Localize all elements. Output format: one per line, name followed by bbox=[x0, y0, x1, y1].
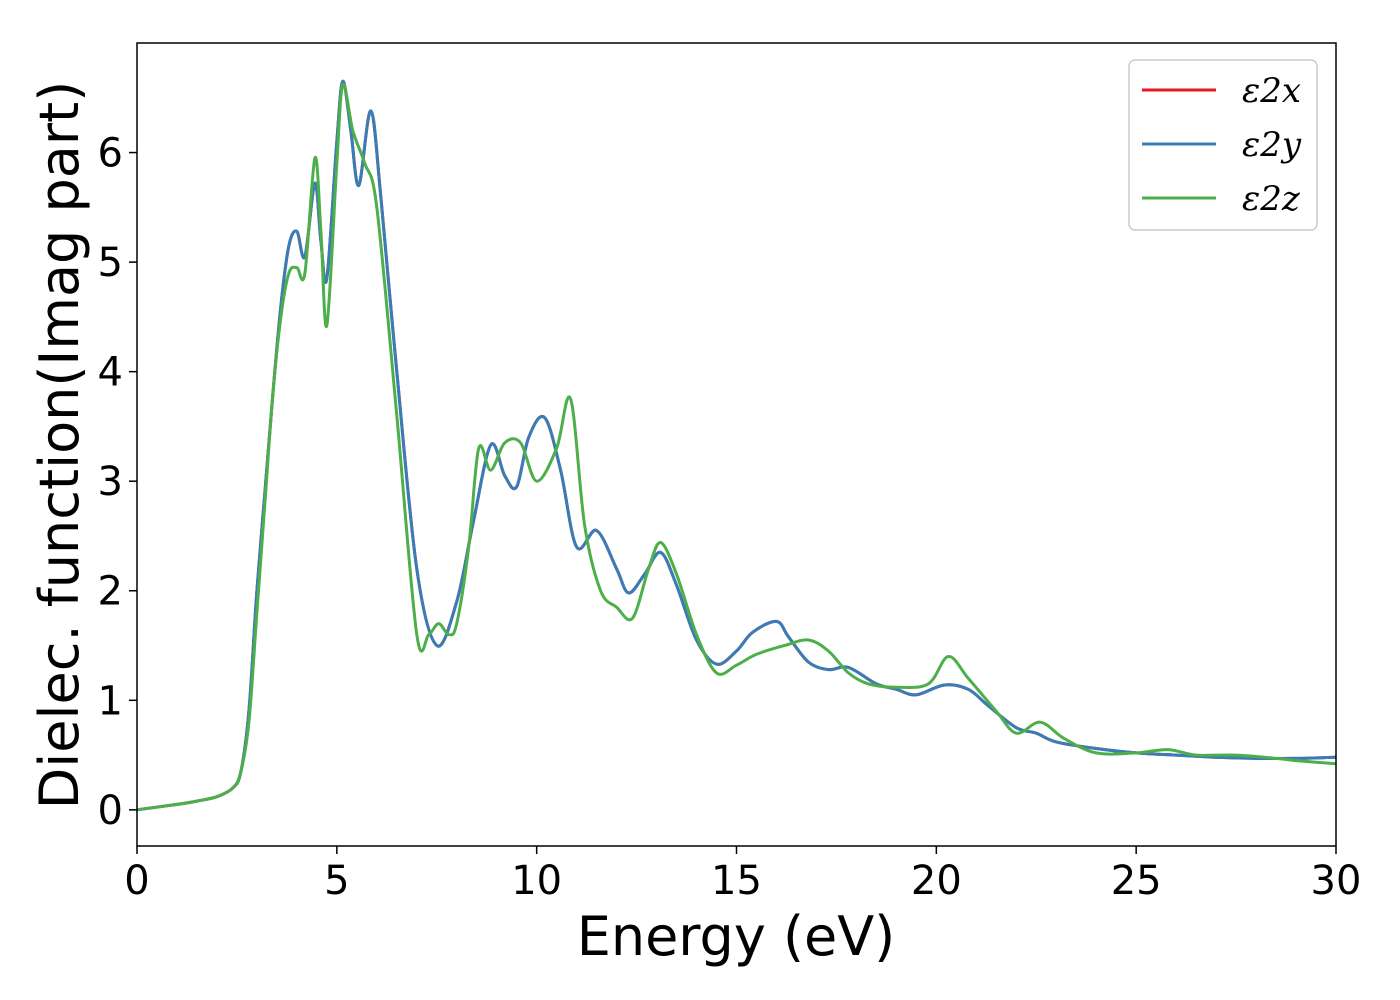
x-tick-label: 10 bbox=[511, 858, 562, 904]
x-tick-label: 5 bbox=[324, 858, 349, 904]
x-tick-label: 0 bbox=[124, 858, 149, 904]
legend-label-0: ε2x bbox=[1242, 71, 1301, 111]
x-tick-label: 25 bbox=[1111, 858, 1162, 904]
y-tick-label: 3 bbox=[98, 459, 123, 505]
x-tick-label: 30 bbox=[1311, 858, 1362, 904]
y-tick-label: 2 bbox=[98, 569, 123, 615]
x-axis-ticks: 0 5 10 15 20 25 30 bbox=[124, 846, 1361, 904]
series-line-1 bbox=[136, 79, 1337, 812]
plot-lines bbox=[136, 79, 1337, 812]
y-tick-label: 4 bbox=[98, 350, 123, 396]
legend-label-2: ε2z bbox=[1242, 179, 1301, 219]
legend-box bbox=[1128, 59, 1318, 231]
x-axis-title: Energy (eV) bbox=[577, 905, 896, 968]
y-tick-label: 5 bbox=[98, 240, 123, 286]
y-tick-label: 1 bbox=[98, 678, 123, 724]
y-tick-label: 0 bbox=[98, 788, 123, 834]
y-tick-label: 6 bbox=[98, 131, 123, 177]
legend-label-1: ε2y bbox=[1242, 125, 1302, 165]
x-tick-label: 20 bbox=[911, 858, 962, 904]
y-axis-ticks: 0 1 2 3 4 5 6 bbox=[98, 131, 137, 834]
legend: ε2x ε2y ε2z bbox=[1128, 59, 1318, 231]
y-axis-title: Dielec. function(Imag part) bbox=[28, 81, 91, 810]
x-tick-label: 15 bbox=[711, 858, 762, 904]
series-line-2 bbox=[136, 82, 1337, 812]
